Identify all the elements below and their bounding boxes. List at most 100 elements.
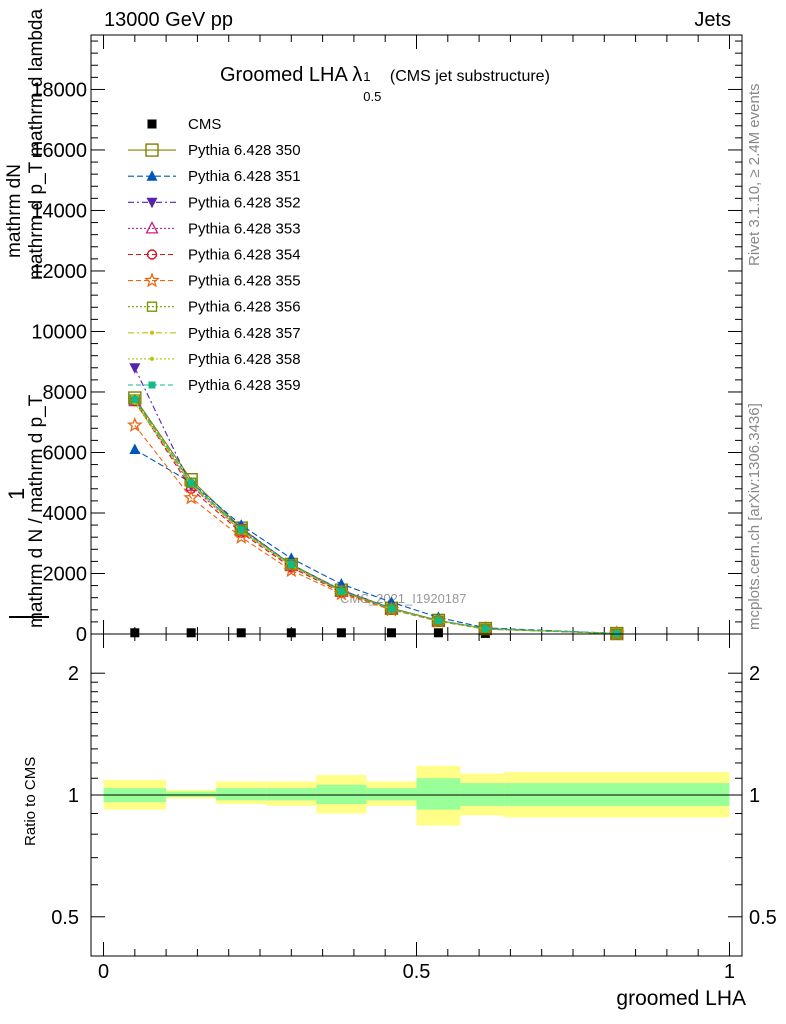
series-cms bbox=[130, 628, 622, 639]
series-pythia-6.428-354 bbox=[129, 395, 623, 639]
data-point bbox=[287, 560, 295, 568]
data-point bbox=[129, 443, 141, 454]
data-point bbox=[433, 628, 443, 638]
legend-marker bbox=[146, 301, 158, 312]
legend-label: Pythia 6.428 356 bbox=[188, 299, 301, 316]
y-tick-label: 16000 bbox=[31, 140, 87, 162]
ratio-y-tick-label: 0.5 bbox=[51, 907, 79, 929]
data-point bbox=[286, 628, 296, 638]
legend-label: Pythia 6.428 354 bbox=[188, 247, 301, 264]
ratio-band-inner bbox=[316, 784, 367, 805]
legend-label: CMS bbox=[188, 116, 221, 133]
plot-title-lambda: λ bbox=[352, 64, 363, 86]
series-pythia-6.428-357 bbox=[132, 399, 619, 636]
ratio-y-tick-label-right: 1 bbox=[749, 785, 760, 807]
ratio-panel: 0.5 0.5 1 1 2 2 0 0.5 1 bbox=[51, 633, 777, 983]
y-tick-label: 6000 bbox=[43, 442, 88, 464]
data-point bbox=[233, 528, 250, 544]
legend-label: Pythia 6.428 351 bbox=[188, 168, 301, 185]
data-point bbox=[481, 625, 489, 633]
legend-marker bbox=[145, 143, 159, 157]
legend-label: Pythia 6.428 352 bbox=[188, 194, 301, 211]
legend-entry: CMS bbox=[147, 116, 221, 133]
legend-label: Pythia 6.428 355 bbox=[188, 273, 301, 290]
legend-label: Pythia 6.428 350 bbox=[188, 142, 301, 159]
y-tick-label: 0 bbox=[76, 624, 87, 646]
y-tick-label: 18000 bbox=[31, 79, 87, 101]
series-line bbox=[134, 400, 617, 635]
series-pythia-6.428-351 bbox=[129, 443, 623, 638]
legend-entry: Pythia 6.428 359 bbox=[128, 377, 301, 394]
series-line bbox=[134, 400, 617, 635]
x-tick-label: 0 bbox=[98, 961, 109, 983]
series-line bbox=[134, 399, 617, 635]
series-pythia-6.428-353 bbox=[128, 393, 624, 639]
legend-entry: Pythia 6.428 354 bbox=[128, 247, 301, 264]
plot-title-note: (CMS jet substructure) bbox=[389, 68, 550, 85]
legend-label: Pythia 6.428 353 bbox=[188, 220, 301, 237]
series-line bbox=[134, 424, 617, 635]
x-tick-label: 1 bbox=[724, 961, 735, 983]
y-axis-fraction-bar bbox=[9, 616, 49, 618]
legend-entry: Pythia 6.428 353 bbox=[128, 220, 301, 237]
data-point bbox=[131, 396, 139, 404]
y-tick-label: 12000 bbox=[31, 261, 87, 283]
legend-entry: Pythia 6.428 352 bbox=[128, 194, 301, 211]
series-line bbox=[134, 367, 617, 635]
data-point bbox=[186, 628, 196, 638]
legend-marker bbox=[145, 220, 159, 234]
series-pythia-6.428-359 bbox=[131, 396, 621, 638]
legend-marker bbox=[148, 381, 156, 389]
ratio-y-tick-label-right: 2 bbox=[749, 663, 760, 685]
series-pythia-6.428-358 bbox=[132, 400, 619, 636]
legend-entry: Pythia 6.428 355 bbox=[128, 272, 301, 290]
data-point bbox=[286, 559, 297, 570]
series-line bbox=[134, 397, 617, 635]
data-point bbox=[236, 524, 247, 535]
legend-label: Pythia 6.428 358 bbox=[188, 351, 301, 368]
ratio-y-tick-label: 1 bbox=[68, 785, 79, 807]
legend-entry: Pythia 6.428 356 bbox=[128, 299, 301, 316]
plot-title-superscript: 1 bbox=[363, 69, 371, 84]
ratio-band-inner bbox=[166, 791, 217, 797]
data-point bbox=[387, 605, 395, 613]
ratio-band-inner bbox=[416, 778, 461, 810]
data-point bbox=[337, 587, 345, 595]
legend-entry: Pythia 6.428 358 bbox=[128, 351, 301, 368]
ratio-band-inner bbox=[504, 783, 730, 806]
series-pythia-6.428-355 bbox=[126, 417, 625, 641]
data-point bbox=[187, 479, 195, 487]
data-point bbox=[386, 628, 396, 638]
main-panel: 0 2000 4000 6000 8000 10000 12000 14000 16000 180… bbox=[31, 34, 743, 646]
data-point bbox=[126, 417, 143, 432]
y-tick-label: 4000 bbox=[43, 503, 88, 525]
legend-marker bbox=[146, 170, 158, 181]
ratio-band-inner bbox=[460, 783, 505, 806]
x-tick-label: 0.5 bbox=[403, 961, 431, 983]
series-line bbox=[134, 399, 617, 635]
plot-title-subscript: 0.5 bbox=[363, 89, 382, 104]
ratio-y-tick-label-right: 0.5 bbox=[749, 907, 777, 929]
data-point bbox=[236, 628, 246, 638]
header-process: 13000 GeV pp bbox=[104, 9, 233, 31]
legend-entry: Pythia 6.428 357 bbox=[128, 325, 301, 342]
data-point bbox=[185, 477, 197, 488]
legend-entry: Pythia 6.428 351 bbox=[128, 168, 301, 185]
data-point bbox=[386, 603, 397, 614]
y-tick-label: 10000 bbox=[31, 321, 87, 343]
data-point bbox=[129, 363, 141, 374]
series-pythia-6.428-352 bbox=[129, 363, 623, 640]
ratio-band-inner bbox=[366, 788, 417, 801]
legend-label: Pythia 6.428 357 bbox=[188, 325, 301, 342]
data-point bbox=[130, 628, 140, 638]
y-tick-label: 14000 bbox=[31, 200, 87, 222]
legend-marker bbox=[146, 197, 158, 209]
data-point bbox=[433, 615, 444, 626]
ratio-band-inner bbox=[266, 788, 317, 801]
legend-marker bbox=[147, 119, 157, 129]
plot-title: Groomed LHA λ 1 0.5 (CMS jet substructure) bbox=[220, 64, 550, 104]
header-category: Jets bbox=[694, 9, 731, 31]
series-line bbox=[134, 402, 617, 635]
legend-marker bbox=[150, 330, 154, 335]
